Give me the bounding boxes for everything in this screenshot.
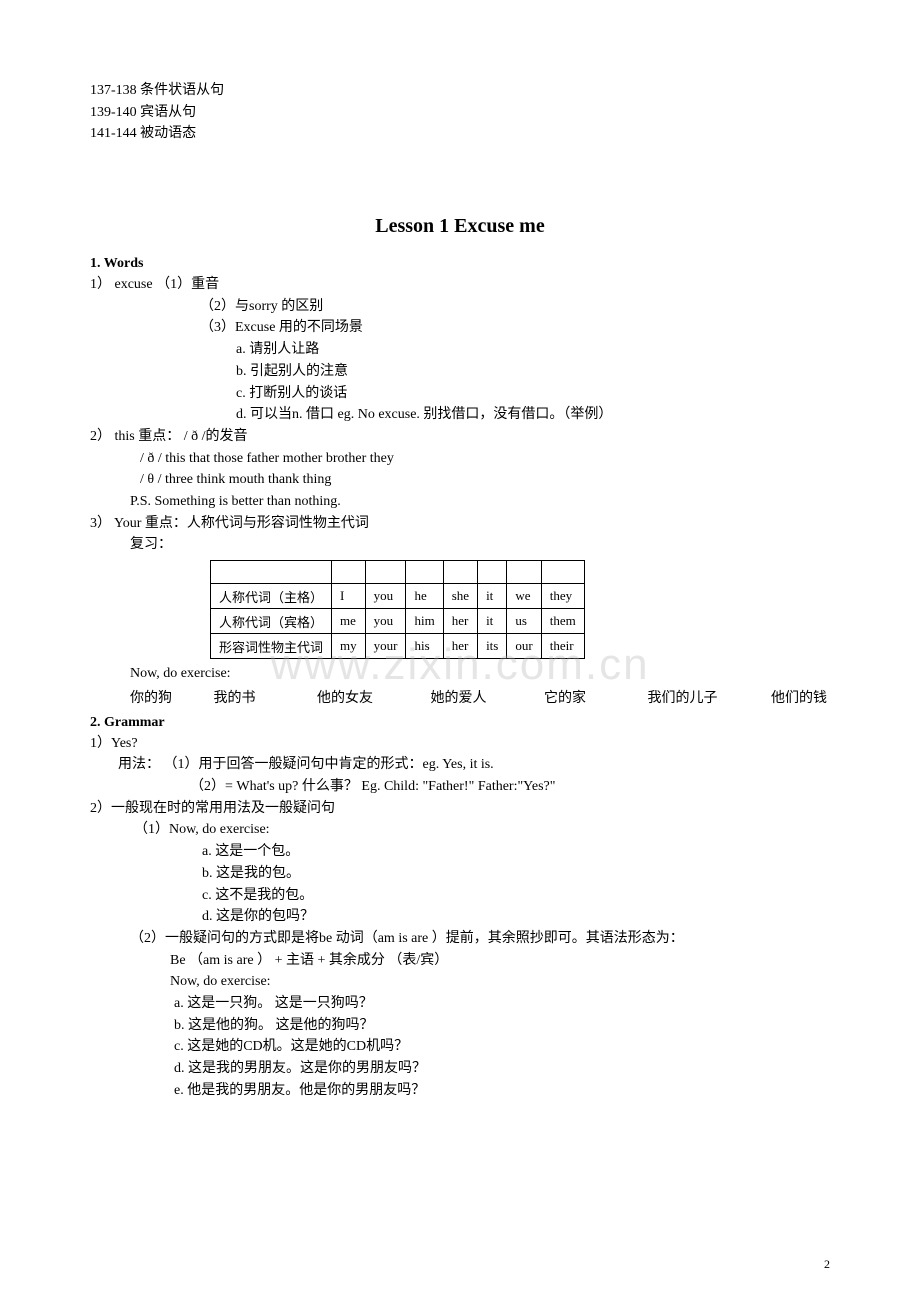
pronoun-table: 人称代词（主格）Iyouhesheitwethey 人称代词（宾格）meyouh… — [210, 560, 585, 659]
grammar-ex1-a: a. 这是一个包。 — [90, 841, 830, 863]
exercise-label: Now, do exercise: — [90, 663, 830, 685]
section-words: 1. Words — [90, 256, 830, 272]
table-row: 人称代词（宾格）meyouhimheritusthem — [211, 609, 585, 634]
section-grammar: 2. Grammar — [90, 715, 830, 731]
word-excuse-2: （2）与sorry 的区别 — [90, 296, 830, 318]
grammar-ex1-c: c. 这不是我的包。 — [90, 885, 830, 907]
grammar-ex2-c: c. 这是她的CD机。这是她的CD机吗？ — [90, 1036, 830, 1058]
grammar-yes-head: 1）Yes? — [90, 733, 830, 755]
word-this-head: 2） this 重点： / ð /的发音 — [90, 426, 830, 448]
grammar-ex1-d: d. 这是你的包吗？ — [90, 906, 830, 928]
table-row: 形容词性物主代词myyourhisheritsourtheir — [211, 634, 585, 659]
grammar-ex2-a: a. 这是一只狗。 这是一只狗吗？ — [90, 993, 830, 1015]
grammar-yes-usage1: 用法： （1）用于回答一般疑问句中肯定的形式：eg. Yes, it is. — [90, 754, 830, 776]
word-your-head: 3） Your 重点：人称代词与形容词性物主代词 — [90, 513, 830, 535]
grammar-rule: （2）一般疑问句的方式即是将be 动词（am is are ）提前，其余照抄即可… — [90, 928, 830, 950]
grammar-ex2-e: e. 他是我的男朋友。他是你的男朋友吗？ — [90, 1080, 830, 1102]
grammar-ex2-b: b. 这是他的狗。 这是他的狗吗？ — [90, 1015, 830, 1037]
top-line: 141-144 被动语态 — [90, 123, 830, 145]
phonetic-row: / θ / three think mouth thank thing — [90, 469, 830, 491]
word-excuse-a: a. 请别人让路 — [90, 339, 830, 361]
grammar-formula: Be （am is are ） + 主语 + 其余成分 （表/宾） — [90, 950, 830, 972]
review-label: 复习： — [90, 534, 830, 556]
word-excuse-d: d. 可以当n. 借口 eg. No excuse. 别找借口，没有借口。（举例… — [90, 404, 830, 426]
lesson-title: Lesson 1 Excuse me — [90, 215, 830, 238]
word-excuse-b: b. 引起别人的注意 — [90, 361, 830, 383]
table-row: 人称代词（主格）Iyouhesheitwethey — [211, 584, 585, 609]
ps-line: P.S. Something is better than nothing. — [90, 491, 830, 513]
grammar-tense-head: 2）一般现在时的常用用法及一般疑问句 — [90, 798, 830, 820]
grammar-ex1: （1）Now, do exercise: — [90, 819, 830, 841]
word-excuse-3: （3）Excuse 用的不同场景 — [90, 317, 830, 339]
page-number: 2 — [824, 1257, 830, 1272]
exercise-items: 你的狗 我的书 他的女友 她的爱人 它的家 我们的儿子 他们的钱 — [130, 687, 830, 707]
grammar-ex2-d: d. 这是我的男朋友。这是你的男朋友吗？ — [90, 1058, 830, 1080]
word-excuse-head: 1） excuse （1）重音 — [90, 274, 830, 296]
grammar-ex2-label: Now, do exercise: — [90, 971, 830, 993]
document-page: www.zixin.com.cn 137-138 条件状语从句 139-140 … — [0, 0, 920, 1302]
top-line: 137-138 条件状语从句 — [90, 80, 830, 102]
top-line: 139-140 宾语从句 — [90, 102, 830, 124]
grammar-yes-usage2: （2）= What's up? 什么事？ Eg. Child: "Father!… — [90, 776, 830, 798]
word-excuse-c: c. 打断别人的谈话 — [90, 383, 830, 405]
grammar-ex1-b: b. 这是我的包。 — [90, 863, 830, 885]
table-row — [211, 561, 585, 584]
phonetic-row: / ð / this that those father mother brot… — [90, 448, 830, 470]
